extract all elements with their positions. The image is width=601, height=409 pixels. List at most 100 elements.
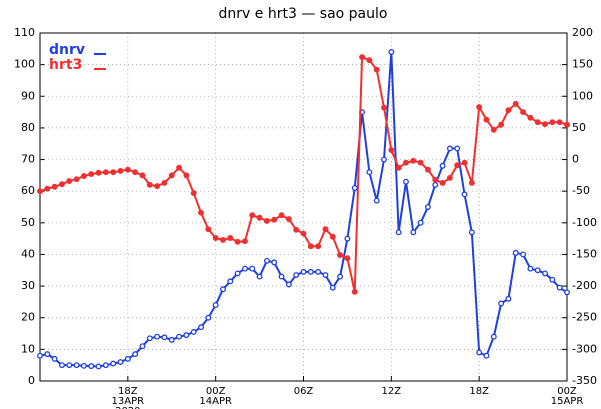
point <box>403 178 409 185</box>
point <box>249 212 256 219</box>
point <box>556 119 563 126</box>
point <box>461 159 468 166</box>
point <box>381 156 387 163</box>
point <box>439 180 446 186</box>
point <box>446 145 453 152</box>
point <box>44 185 51 192</box>
point <box>542 270 548 277</box>
point <box>461 191 468 198</box>
plot-frame <box>39 32 568 382</box>
chart-title: dnrv e hrt3 — sao paulo <box>219 6 388 22</box>
point <box>366 169 373 176</box>
x-tick-label: 14APR <box>199 396 232 407</box>
point <box>344 255 351 262</box>
point <box>395 164 402 171</box>
point <box>51 183 58 190</box>
y-tick-label: 40 <box>21 247 35 260</box>
point <box>154 183 161 190</box>
point <box>344 235 351 242</box>
point <box>300 230 307 237</box>
y2-tick-label: -50 <box>572 184 590 197</box>
point <box>315 268 322 275</box>
point <box>117 167 124 174</box>
x-tick-label: 18Z <box>118 386 138 397</box>
point <box>176 164 183 171</box>
point <box>410 229 417 236</box>
point <box>168 336 175 343</box>
y2-tick-label: 50 <box>572 121 586 134</box>
point <box>227 235 234 241</box>
point <box>256 273 263 280</box>
point <box>366 57 373 64</box>
point <box>190 329 197 335</box>
point <box>381 104 387 111</box>
point <box>241 265 248 272</box>
point <box>59 181 65 188</box>
point <box>205 226 212 233</box>
point <box>373 197 380 204</box>
y-tick-label: 80 <box>21 121 35 134</box>
point <box>271 259 278 266</box>
y-tick-label: 50 <box>21 216 35 229</box>
point <box>322 272 329 278</box>
point <box>410 157 417 164</box>
point <box>80 173 87 179</box>
point <box>293 226 300 233</box>
x-tick-label: 2020 <box>115 406 140 409</box>
point <box>329 284 336 291</box>
point <box>227 278 234 285</box>
point <box>293 272 300 278</box>
point <box>351 185 358 191</box>
point <box>527 114 534 121</box>
x-tick-label: 12Z <box>382 386 402 397</box>
point <box>534 267 541 274</box>
point <box>263 217 270 224</box>
point <box>549 276 556 283</box>
point <box>256 214 263 221</box>
series-line <box>39 55 568 292</box>
point <box>146 335 153 342</box>
y2-tick-label: 200 <box>572 26 593 39</box>
x-tick-label: 00Z <box>206 386 226 397</box>
point <box>351 288 358 295</box>
point <box>139 172 146 179</box>
x-tick-label: 13APR <box>112 396 145 407</box>
point <box>432 181 439 188</box>
point <box>424 204 431 210</box>
point <box>139 343 146 350</box>
point <box>483 116 490 123</box>
point <box>564 121 570 128</box>
point <box>95 363 102 370</box>
point <box>146 181 153 188</box>
point <box>556 284 563 291</box>
point <box>359 54 366 60</box>
point <box>476 349 483 356</box>
y-tick-label: 20 <box>21 311 35 324</box>
point <box>505 295 512 302</box>
point <box>263 257 270 264</box>
y2-tick-label: -150 <box>572 247 597 260</box>
point <box>395 229 402 236</box>
point <box>66 362 73 369</box>
y2-tick-label: 150 <box>572 58 593 71</box>
point <box>490 333 497 340</box>
point <box>241 238 248 245</box>
point <box>329 233 336 240</box>
point <box>512 100 519 107</box>
point <box>490 126 497 133</box>
point <box>80 362 87 369</box>
y-tick-label: 70 <box>21 153 35 166</box>
point <box>512 249 519 256</box>
point <box>183 332 190 339</box>
point <box>124 166 131 173</box>
point <box>66 178 73 185</box>
point <box>234 238 241 245</box>
point <box>300 268 307 275</box>
legend-label: dnrv <box>49 42 85 58</box>
point <box>205 314 212 321</box>
point <box>102 362 109 369</box>
point <box>220 286 226 293</box>
y2-tick-label: 100 <box>572 89 593 102</box>
point <box>124 355 131 362</box>
